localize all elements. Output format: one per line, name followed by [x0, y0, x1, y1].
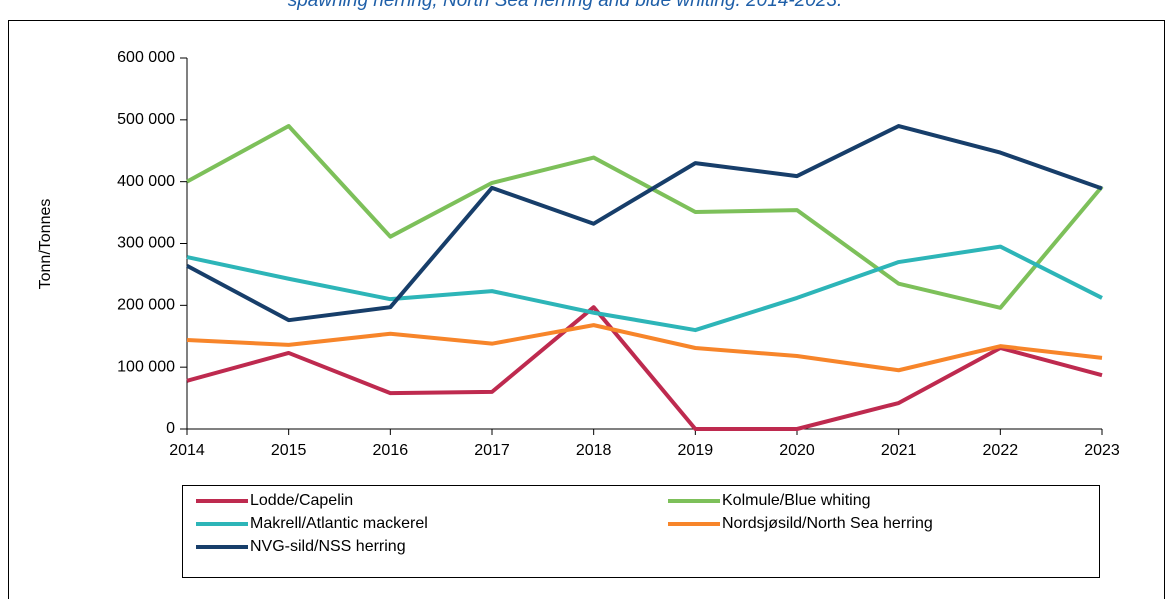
- x-tick-label: 2020: [779, 442, 815, 459]
- x-tick-label: 2018: [576, 442, 612, 459]
- y-axis-label: Tonn/Tonnes: [37, 199, 54, 290]
- x-tick-label: 2017: [474, 442, 510, 459]
- x-tick-label: 2015: [271, 442, 307, 459]
- series-line: [186, 323, 1103, 373]
- x-tick-label: 2016: [373, 442, 409, 459]
- legend-label: Nordsjøsild/North Sea herring: [722, 515, 933, 532]
- x-tick-label: 2021: [881, 442, 917, 459]
- legend-box: [182, 485, 1100, 578]
- y-tick-label: 300 000: [117, 235, 175, 252]
- series-line: [186, 124, 1104, 310]
- series-line: [186, 244, 1103, 333]
- series-line: [186, 305, 1103, 431]
- y-tick-label: 0: [166, 420, 175, 437]
- series-line: [186, 124, 1103, 323]
- y-tick-label: 500 000: [117, 111, 175, 128]
- y-tick-label: 200 000: [117, 297, 175, 314]
- legend-label: Kolmule/Blue whiting: [722, 492, 871, 509]
- y-tick-label: 400 000: [117, 173, 175, 190]
- x-tick-label: 2014: [169, 442, 205, 459]
- x-tick-label: 2022: [983, 442, 1019, 459]
- legend-label: NVG-sild/NSS herring: [250, 538, 406, 555]
- legend-label: Makrell/Atlantic mackerel: [250, 515, 428, 532]
- x-tick-label: 2023: [1084, 442, 1120, 459]
- x-tick-label: 2019: [678, 442, 714, 459]
- legend-label: Lodde/Capelin: [250, 492, 353, 509]
- y-tick-label: 600 000: [117, 49, 175, 66]
- y-tick-label: 100 000: [117, 358, 175, 375]
- chart-title: spawning herring, North Sea herring and …: [288, 0, 843, 11]
